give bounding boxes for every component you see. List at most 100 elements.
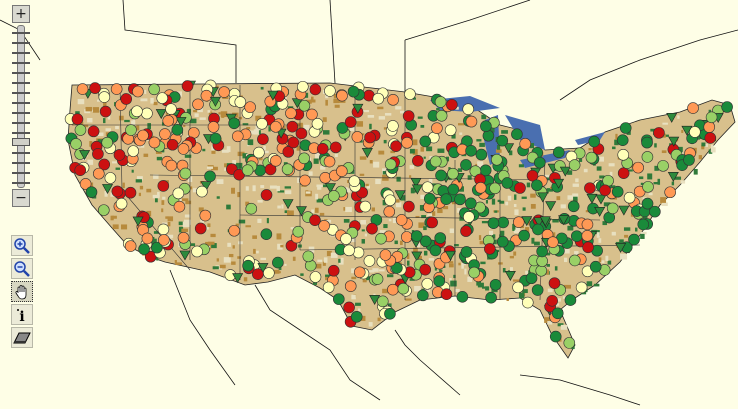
station-triangle-marker[interactable] [666,112,678,123]
station-marker[interactable] [372,92,385,105]
station-triangle-marker[interactable] [411,184,423,195]
station-marker[interactable] [309,83,322,96]
station-marker[interactable] [460,225,472,237]
station-marker[interactable] [410,230,423,242]
station-marker[interactable] [547,236,559,248]
zoom-out-tool[interactable] [11,258,33,279]
station-marker[interactable] [444,124,457,137]
station-marker[interactable] [403,200,415,213]
station-marker[interactable] [641,151,654,163]
station-marker[interactable] [98,204,110,216]
station-marker[interactable] [115,197,128,210]
station-marker[interactable] [526,169,539,182]
station-marker[interactable] [460,246,473,258]
station-marker[interactable] [110,83,123,95]
station-marker[interactable] [309,271,322,283]
station-marker[interactable] [257,133,269,145]
station-triangle-marker[interactable] [444,250,456,261]
station-marker[interactable] [287,136,300,149]
station-marker[interactable] [632,161,644,174]
station-triangle-marker[interactable] [553,178,565,189]
station-marker[interactable] [316,142,329,155]
station-triangle-marker[interactable] [558,215,570,226]
station-triangle-marker[interactable] [209,96,221,107]
station-marker[interactable] [375,232,387,245]
station-marker[interactable] [480,120,492,133]
station-marker[interactable] [511,128,523,140]
station-marker[interactable] [132,85,144,98]
station-marker[interactable] [158,234,170,246]
pan-tool[interactable] [11,281,33,302]
station-marker[interactable] [98,91,111,103]
station-marker[interactable] [306,108,318,121]
station-marker[interactable] [426,216,438,229]
station-marker[interactable] [207,121,220,133]
station-marker[interactable] [617,149,630,161]
station-marker[interactable] [298,99,311,112]
station-marker[interactable] [295,127,308,140]
zoom-slider-tick[interactable] [12,172,30,174]
station-marker[interactable] [434,232,447,244]
station-marker[interactable] [637,218,650,231]
station-marker[interactable] [567,200,580,213]
station-marker[interactable] [611,185,624,198]
station-marker[interactable] [431,122,443,134]
zoom-slider-tick[interactable] [12,122,30,124]
station-marker[interactable] [352,246,365,259]
zoom-slider-tick[interactable] [12,92,30,94]
station-marker[interactable] [664,186,676,199]
station-marker[interactable] [429,244,442,257]
station-marker[interactable] [85,186,98,198]
station-marker[interactable] [379,249,392,261]
station-marker[interactable] [535,264,548,277]
station-marker[interactable] [581,218,594,231]
station-triangle-marker[interactable] [295,206,307,217]
station-marker[interactable] [384,194,396,207]
station-marker[interactable] [344,280,357,292]
station-marker[interactable] [447,167,459,180]
station-marker[interactable] [575,281,588,294]
station-marker[interactable] [689,126,701,138]
station-marker[interactable] [148,136,161,149]
station-marker[interactable] [456,291,469,303]
station-marker[interactable] [519,138,532,150]
station-marker[interactable] [421,278,434,290]
station-marker[interactable] [194,222,207,235]
station-marker[interactable] [192,98,204,111]
station-marker[interactable] [124,240,137,252]
station-marker[interactable] [703,121,716,133]
station-marker[interactable] [74,164,87,177]
zoom-slider-tick[interactable] [12,102,30,104]
zoom-slider[interactable] [12,25,30,188]
station-marker[interactable] [111,185,124,198]
clear-tool[interactable] [11,327,33,348]
station-marker[interactable] [474,181,487,194]
station-marker[interactable] [532,223,544,236]
station-triangle-marker[interactable] [504,271,516,281]
station-triangle-marker[interactable] [369,295,381,305]
zoom-in-button[interactable]: + [12,5,30,23]
station-marker[interactable] [286,120,299,133]
zoom-slider-handle[interactable] [12,138,30,146]
station-marker[interactable] [400,231,413,243]
station-marker[interactable] [454,193,466,206]
station-marker[interactable] [570,230,583,242]
station-marker[interactable] [120,93,133,105]
station-triangle-marker[interactable] [595,194,607,205]
station-marker[interactable] [384,158,397,171]
station-marker[interactable] [518,229,530,242]
station-marker[interactable] [421,181,434,194]
station-marker[interactable] [347,85,360,98]
station-marker[interactable] [181,80,194,92]
station-triangle-marker[interactable] [586,193,598,204]
station-marker[interactable] [465,115,478,128]
station-marker[interactable] [256,117,268,130]
station-marker[interactable] [568,254,581,267]
station-marker[interactable] [463,211,475,223]
station-marker[interactable] [704,132,717,144]
station-marker[interactable] [74,124,87,136]
station-marker[interactable] [336,89,348,102]
station-marker[interactable] [218,86,230,98]
station-marker[interactable] [101,136,114,149]
station-triangle-marker[interactable] [537,192,549,203]
